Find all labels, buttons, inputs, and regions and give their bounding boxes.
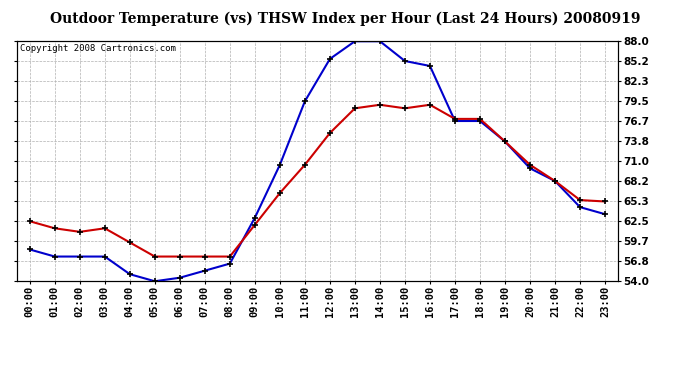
- Text: Copyright 2008 Cartronics.com: Copyright 2008 Cartronics.com: [20, 44, 176, 52]
- Text: Outdoor Temperature (vs) THSW Index per Hour (Last 24 Hours) 20080919: Outdoor Temperature (vs) THSW Index per …: [50, 11, 640, 26]
